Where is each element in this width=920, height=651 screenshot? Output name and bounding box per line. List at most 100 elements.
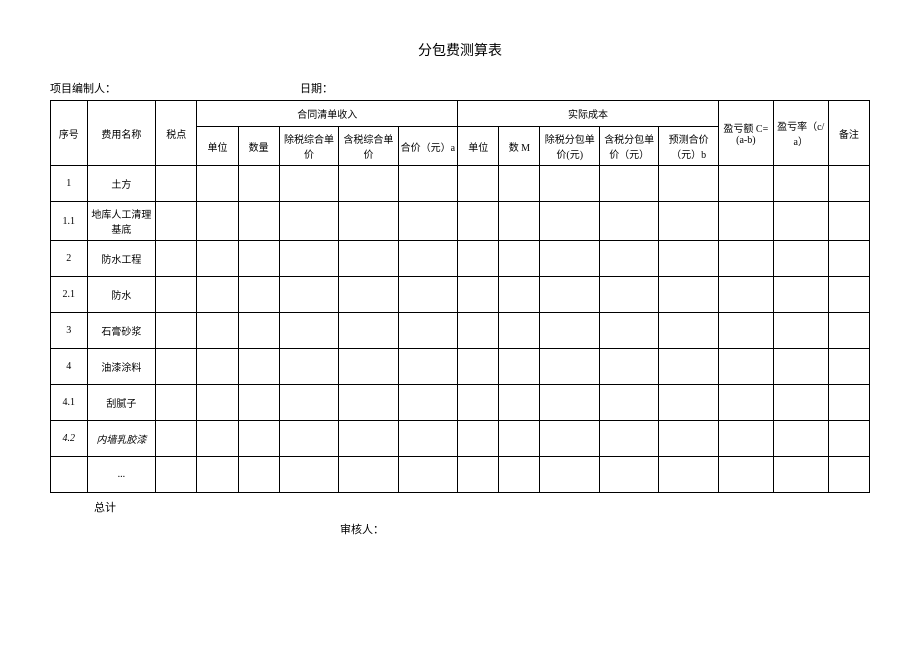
header-inc-tax-unit: 含税综合单价 bbox=[339, 127, 398, 166]
cell-empty bbox=[458, 241, 499, 277]
header-actual-group: 实际成本 bbox=[458, 101, 719, 127]
cell-empty bbox=[238, 241, 279, 277]
cell-empty bbox=[718, 421, 773, 457]
footer-reviewer: 审核人： bbox=[340, 521, 384, 537]
cell-empty bbox=[156, 313, 197, 349]
cell-empty bbox=[458, 457, 499, 493]
cell-empty bbox=[499, 385, 540, 421]
cell-name: 防水 bbox=[87, 277, 156, 313]
cell-empty bbox=[458, 385, 499, 421]
cell-empty bbox=[458, 349, 499, 385]
table-row: 4.2内墙乳胶漆 bbox=[51, 421, 870, 457]
table-row: 4油漆涂料 bbox=[51, 349, 870, 385]
main-table: 序号 费用名称 税点 合同清单收入 实际成本 盈亏额 C=(a-b) 盈亏率（c… bbox=[50, 100, 870, 493]
cell-empty bbox=[458, 421, 499, 457]
cell-empty bbox=[339, 277, 398, 313]
cell-empty bbox=[339, 385, 398, 421]
header-contract-group: 合同清单收入 bbox=[197, 101, 458, 127]
cell-empty bbox=[398, 202, 457, 241]
cell-empty bbox=[238, 166, 279, 202]
cell-empty bbox=[499, 166, 540, 202]
cell-empty bbox=[398, 457, 457, 493]
cell-empty bbox=[156, 385, 197, 421]
cell-empty bbox=[773, 241, 828, 277]
cell-empty bbox=[238, 457, 279, 493]
cell-empty bbox=[773, 277, 828, 313]
cell-empty bbox=[339, 457, 398, 493]
cell-empty bbox=[599, 313, 658, 349]
cell-empty bbox=[238, 277, 279, 313]
cell-empty bbox=[398, 421, 457, 457]
cell-empty bbox=[540, 457, 599, 493]
cell-empty bbox=[238, 349, 279, 385]
cell-empty bbox=[718, 313, 773, 349]
cell-empty bbox=[279, 349, 338, 385]
cell-empty bbox=[197, 313, 238, 349]
table-body: 1土方1.1地库人工清理基底2防水工程2.1防水3石膏砂浆4油漆涂料4.1刮腻子… bbox=[51, 166, 870, 493]
cell-empty bbox=[458, 313, 499, 349]
cell-empty bbox=[773, 202, 828, 241]
cell-seq: 4.1 bbox=[51, 385, 88, 421]
cell-empty bbox=[499, 277, 540, 313]
cell-empty bbox=[238, 313, 279, 349]
cell-empty bbox=[828, 457, 869, 493]
header-unit-2: 单位 bbox=[458, 127, 499, 166]
cell-empty bbox=[458, 277, 499, 313]
cell-empty bbox=[718, 457, 773, 493]
header-profit-rate: 盈亏率（c/a） bbox=[773, 101, 828, 166]
cell-name: 防水工程 bbox=[87, 241, 156, 277]
cell-empty bbox=[828, 277, 869, 313]
meta-row: 项目编制人： 日期： bbox=[50, 80, 870, 96]
cell-seq: 1.1 bbox=[51, 202, 88, 241]
cell-empty bbox=[540, 166, 599, 202]
cell-empty bbox=[156, 202, 197, 241]
cell-name: 内墙乳胶漆 bbox=[87, 421, 156, 457]
footer-total: 总计 bbox=[50, 499, 160, 515]
footer-row: 总计 bbox=[50, 499, 870, 515]
cell-empty bbox=[499, 421, 540, 457]
cell-seq bbox=[51, 457, 88, 493]
cell-empty bbox=[197, 202, 238, 241]
cell-name: 刮腻子 bbox=[87, 385, 156, 421]
cell-empty bbox=[718, 241, 773, 277]
header-pred-total-b: 预测合价（元）b bbox=[659, 127, 718, 166]
header-ex-tax-sub: 除税分包单价(元) bbox=[540, 127, 599, 166]
cell-empty bbox=[540, 421, 599, 457]
cell-empty bbox=[718, 166, 773, 202]
cell-empty bbox=[718, 349, 773, 385]
header-ex-tax-unit: 除税综合单价 bbox=[279, 127, 338, 166]
cell-empty bbox=[197, 385, 238, 421]
cell-empty bbox=[540, 202, 599, 241]
cell-empty bbox=[458, 166, 499, 202]
cell-empty bbox=[718, 385, 773, 421]
table-row: 1.1地库人工清理基底 bbox=[51, 202, 870, 241]
cell-empty bbox=[339, 421, 398, 457]
cell-empty bbox=[398, 241, 457, 277]
cell-empty bbox=[238, 385, 279, 421]
cell-empty bbox=[599, 349, 658, 385]
cell-empty bbox=[398, 349, 457, 385]
cell-empty bbox=[599, 457, 658, 493]
cell-seq: 4.2 bbox=[51, 421, 88, 457]
header-profit-c: 盈亏额 C=(a-b) bbox=[718, 101, 773, 166]
cell-empty bbox=[339, 349, 398, 385]
cell-empty bbox=[828, 166, 869, 202]
cell-empty bbox=[398, 277, 457, 313]
date-label: 日期： bbox=[300, 80, 333, 96]
cell-empty bbox=[773, 385, 828, 421]
cell-empty bbox=[599, 421, 658, 457]
cell-name: 油漆涂料 bbox=[87, 349, 156, 385]
cell-seq: 3 bbox=[51, 313, 88, 349]
cell-empty bbox=[540, 277, 599, 313]
cell-empty bbox=[339, 202, 398, 241]
cell-empty bbox=[279, 166, 338, 202]
cell-empty bbox=[659, 421, 718, 457]
cell-empty bbox=[659, 349, 718, 385]
cell-empty bbox=[279, 202, 338, 241]
header-unit-1: 单位 bbox=[197, 127, 238, 166]
cell-name: 地库人工清理基底 bbox=[87, 202, 156, 241]
cell-empty bbox=[540, 241, 599, 277]
cell-empty bbox=[156, 349, 197, 385]
table-row: 2防水工程 bbox=[51, 241, 870, 277]
cell-empty bbox=[339, 313, 398, 349]
